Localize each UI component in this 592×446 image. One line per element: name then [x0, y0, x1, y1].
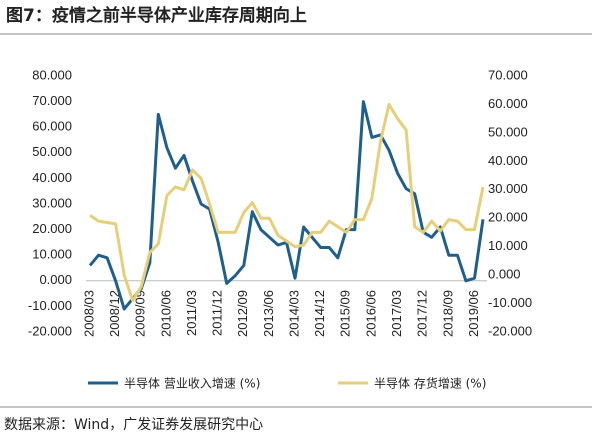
x-tick-label: 2011/03	[184, 290, 199, 336]
x-tick-label: 2008/03	[81, 290, 96, 337]
x-tick-label: 2019/06	[466, 290, 481, 337]
legend-label: 半导体 存货增速 (%)	[374, 376, 486, 391]
y2-tick-label: 10.000	[488, 238, 528, 253]
y-tick-label: 40.000	[32, 170, 72, 185]
y-tick-label: 50.000	[32, 144, 72, 159]
y-tick-label: 60.000	[32, 119, 72, 134]
x-tick-label: 2010/06	[158, 290, 173, 337]
y-tick-label: 30.000	[32, 195, 72, 210]
y2-tick-label: 0.000	[488, 267, 521, 282]
chart-title: 图7：疫情之前半导体产业库存周期向上	[6, 5, 307, 26]
y2-tick-label: 70.000	[488, 67, 528, 82]
y-tick-label: 10.000	[32, 247, 72, 262]
y-tick-label: 0.000	[39, 272, 72, 287]
series-line	[89, 102, 485, 303]
y2-tick-label: 50.000	[488, 124, 528, 139]
legend-label: 半导体 营业收入增速 (%)	[124, 377, 260, 391]
y-tick-label: 80.000	[32, 67, 72, 82]
series-line	[88, 100, 485, 311]
x-tick-label: 2014/03	[286, 290, 301, 337]
x-tick-label: 2016/06	[363, 290, 378, 337]
y-tick-label: 70.000	[32, 93, 72, 108]
x-tick-label: 2018/09	[440, 290, 455, 337]
x-tick-label: 2011/12	[210, 290, 225, 336]
y2-tick-label: -10.000	[488, 295, 532, 310]
y-tick-label: 20.000	[32, 221, 72, 236]
x-tick-label: 2013/06	[261, 290, 276, 337]
x-tick-label: 2017/12	[415, 290, 430, 337]
x-tick-label: 2012/09	[235, 290, 250, 337]
x-tick-label: 2017/03	[389, 290, 404, 337]
y2-tick-label: 30.000	[488, 181, 528, 196]
y2-tick-label: 60.000	[488, 96, 528, 111]
y2-tick-label: -20.000	[488, 323, 532, 338]
x-tick-label: 2009/09	[133, 290, 148, 337]
x-tick-label: 2008/12	[107, 290, 122, 337]
x-tick-label: 2015/09	[338, 290, 353, 337]
y2-tick-label: 40.000	[488, 153, 528, 168]
y-tick-label: -20.000	[28, 323, 72, 338]
x-tick-label: 2014/12	[312, 290, 327, 337]
y-tick-label: -10.000	[28, 298, 72, 313]
y2-tick-label: 20.000	[488, 210, 528, 225]
source: 数据来源：Wind，广发证券发展研究中心	[4, 417, 263, 433]
